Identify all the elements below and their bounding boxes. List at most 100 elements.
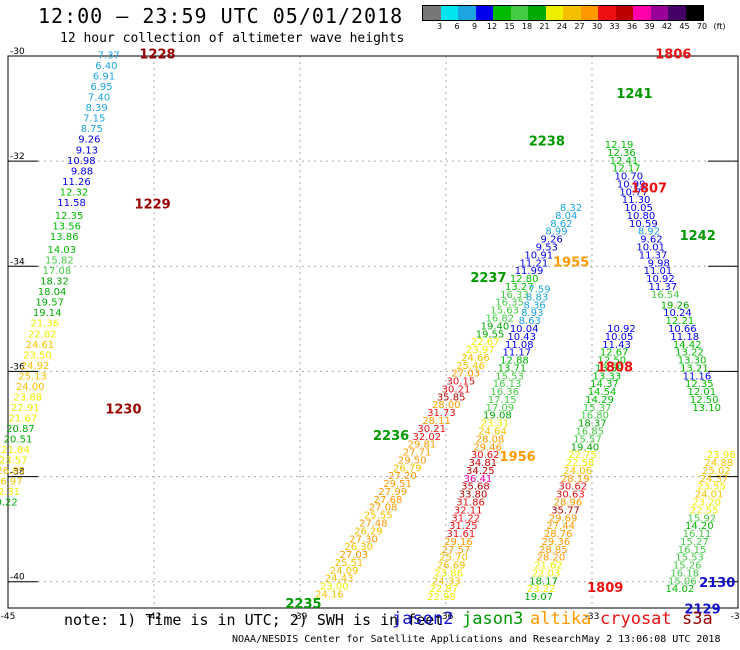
wave-height-value: 16.13	[493, 379, 522, 390]
wave-height-value: 22.67	[471, 337, 500, 348]
wave-height-value: 26.79	[393, 463, 422, 474]
wave-height-value: 10.92	[646, 274, 675, 285]
wave-height-value: 23.97	[466, 345, 495, 356]
colorbar-label: 3	[436, 22, 443, 31]
wave-height-value: 14.42	[673, 340, 702, 351]
y-tick-label: -38	[10, 468, 25, 478]
y-tick-label: -32	[10, 152, 25, 162]
wave-height-value: 15.37	[583, 403, 612, 414]
wave-height-value: 23.31	[481, 419, 510, 430]
wave-height-value: 24.33	[432, 576, 461, 587]
wave-height-value: 28.08	[476, 434, 505, 445]
wave-height-value: 10.80	[627, 211, 656, 222]
colorbar-swatch	[668, 6, 686, 20]
wave-height-value: 24.37	[700, 474, 729, 485]
wave-height-value: 23.50	[23, 350, 52, 361]
wave-height-value: 9.13	[76, 145, 98, 156]
colorbar-label: 6	[454, 22, 460, 31]
wave-height-value: 20.51	[4, 434, 33, 445]
wave-height-value: 6.91	[93, 72, 115, 83]
wave-height-value: 10.05	[605, 332, 634, 343]
wave-height-value: 22.58	[566, 458, 595, 469]
timestamp-text: May 2 13:06:08 UTC 2018	[582, 634, 721, 645]
colorbar-label: 12	[486, 22, 498, 31]
colorbar-swatch	[685, 6, 703, 20]
footer-note: note: 1) Time is in UTC; 2) SWH is in fe…	[64, 611, 444, 629]
colorbar-label: (ft)	[713, 22, 726, 31]
wave-height-value: 15.57	[573, 434, 602, 445]
wave-height-value: 16.54	[651, 290, 680, 301]
colorbar-labels: 3 6 9 12 15 18 21 24 27 30 33 36 39 42 45 70 (ft)	[422, 22, 740, 34]
colorbar-label: 9	[471, 22, 478, 31]
wave-height-value: 24.64	[478, 427, 507, 438]
x-tick-label: -42	[147, 612, 162, 622]
wave-height-value: 29.46	[473, 442, 502, 453]
wave-height-value: 12.01	[687, 387, 716, 398]
wave-height-value: 19.07	[524, 592, 553, 603]
colorbar-swatch	[615, 6, 633, 20]
wave-height-value: 12.17	[612, 164, 641, 175]
wave-height-value: 28.20	[537, 553, 566, 564]
wave-height-value: 8.75	[81, 124, 103, 135]
wave-height-value: 8.63	[519, 316, 541, 327]
wave-height-value: 28.19	[561, 474, 590, 485]
wave-height-value: 10.59	[629, 219, 658, 230]
wave-height-value: 14.02	[666, 584, 695, 595]
wave-height-value: 11.17	[503, 348, 532, 359]
wave-height-value: 30.62	[558, 482, 587, 493]
wave-height-value: 22.75	[568, 450, 597, 461]
wave-height-value: 8.39	[86, 103, 108, 114]
wave-height-value: 11.16	[683, 371, 712, 382]
wave-height-value: 29.51	[383, 479, 412, 490]
wave-height-value: 14.37	[590, 379, 619, 390]
time-label: 1241	[616, 87, 652, 102]
wave-height-value: 25.46	[456, 361, 485, 372]
wave-height-value: 16.35	[495, 298, 524, 309]
colorbar-swatch	[650, 6, 668, 20]
wave-height-value: 12.67	[600, 348, 629, 359]
wave-height-value: 18.04	[38, 287, 67, 298]
wave-height-value: 22.87	[430, 584, 459, 595]
wave-height-value: 31.61	[447, 529, 476, 540]
wave-height-value: 16.15	[678, 545, 707, 556]
wave-height-value: 28.85	[539, 545, 568, 556]
wave-height-value: 11.08	[505, 340, 534, 351]
wave-height-value: 9.62	[640, 235, 662, 246]
colorbar-swatch	[545, 6, 563, 20]
colorbar-label: 30	[591, 22, 603, 31]
wave-height-value: 9.53	[536, 243, 558, 254]
wave-height-value: 9.26	[541, 235, 563, 246]
wave-height-value: 19.14	[33, 308, 62, 319]
wave-height-value: 24.06	[563, 466, 592, 477]
wave-height-value: 12.19	[605, 140, 634, 151]
colorbar-label: 33	[609, 22, 620, 31]
wave-height-value: 6.40	[95, 61, 117, 72]
wave-height-value: 23.22	[527, 584, 556, 595]
wave-height-value: 32.02	[412, 432, 441, 443]
wave-height-value: 11.43	[602, 340, 631, 351]
wave-height-value: 30.21	[442, 384, 471, 395]
wave-height-value: 12.21	[666, 316, 695, 327]
wave-height-value: 17.08	[43, 266, 72, 277]
wave-height-value: 27.44	[546, 521, 575, 532]
wave-height-value: 30.21	[417, 424, 446, 435]
wave-height-value: 16.80	[580, 411, 609, 422]
wave-height-value: 11.21	[520, 258, 549, 269]
wave-height-value: 28.96	[554, 497, 583, 508]
wave-height-value: 26.97	[0, 476, 23, 487]
wave-height-value: 13.21	[680, 363, 709, 374]
time-label: 1242	[680, 229, 716, 244]
wave-height-value: 27.99	[378, 487, 407, 498]
wave-height-value: 10.01	[636, 243, 665, 254]
wave-height-value: 31.25	[449, 521, 478, 532]
wave-height-value: 24.43	[325, 574, 354, 585]
wave-height-value: 23.55	[697, 482, 726, 493]
wave-height-value: 21.36	[30, 319, 59, 330]
wave-height-value: 23.00	[320, 582, 349, 593]
wave-height-value: 14.20	[685, 521, 714, 532]
wave-height-value: 19.26	[661, 300, 690, 311]
time-label: 2237	[470, 271, 506, 286]
wave-height-value: 18.17	[529, 576, 558, 587]
wave-height-value: 7.40	[88, 93, 110, 104]
time-label: 1955	[553, 255, 589, 270]
